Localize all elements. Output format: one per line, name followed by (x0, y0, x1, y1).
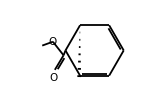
Text: O: O (50, 73, 58, 83)
Text: O: O (49, 37, 57, 47)
